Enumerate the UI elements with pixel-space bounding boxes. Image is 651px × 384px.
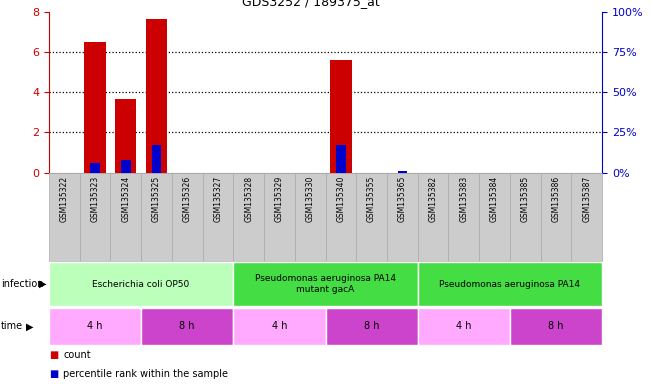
Text: infection: infection	[1, 279, 43, 289]
Bar	[510, 173, 541, 261]
Bar	[326, 173, 356, 261]
Text: time: time	[1, 321, 23, 331]
Text: GSM135325: GSM135325	[152, 175, 161, 222]
Bar	[233, 262, 418, 306]
Text: GSM135387: GSM135387	[582, 175, 591, 222]
Bar	[49, 262, 233, 306]
Text: GSM135384: GSM135384	[490, 175, 499, 222]
Bar	[326, 308, 418, 345]
Bar	[121, 160, 130, 173]
Text: GSM135327: GSM135327	[214, 175, 223, 222]
Text: ■: ■	[49, 350, 58, 360]
Text: GSM135355: GSM135355	[367, 175, 376, 222]
Bar	[152, 146, 161, 173]
Text: 8 h: 8 h	[364, 321, 380, 331]
Bar	[336, 146, 346, 173]
Bar	[418, 173, 449, 261]
Bar	[479, 173, 510, 261]
Text: GSM135322: GSM135322	[60, 175, 69, 222]
Text: GSM135386: GSM135386	[551, 175, 561, 222]
Bar	[398, 171, 407, 173]
Text: GSM135385: GSM135385	[521, 175, 530, 222]
Text: GSM135383: GSM135383	[460, 175, 468, 222]
Bar	[233, 308, 326, 345]
Text: percentile rank within the sample: percentile rank within the sample	[63, 369, 228, 379]
Text: GSM135330: GSM135330	[305, 175, 314, 222]
Text: GSM135365: GSM135365	[398, 175, 407, 222]
Bar	[449, 173, 479, 261]
Bar	[79, 173, 110, 261]
Bar	[141, 308, 233, 345]
Text: ▶: ▶	[26, 321, 34, 331]
Text: ▶: ▶	[39, 279, 47, 289]
Text: GDS3252 / 189375_at: GDS3252 / 189375_at	[242, 0, 380, 8]
Bar	[90, 163, 100, 173]
Bar	[49, 308, 141, 345]
Text: 4 h: 4 h	[456, 321, 471, 331]
Text: GSM135382: GSM135382	[428, 175, 437, 222]
Text: count: count	[63, 350, 90, 360]
Text: GSM135328: GSM135328	[244, 175, 253, 222]
Bar	[510, 308, 602, 345]
Text: 4 h: 4 h	[271, 321, 287, 331]
Bar	[49, 173, 79, 261]
Bar	[330, 60, 352, 173]
Text: Pseudomonas aeruginosa PA14: Pseudomonas aeruginosa PA14	[439, 280, 581, 289]
Text: 8 h: 8 h	[180, 321, 195, 331]
Text: GSM135326: GSM135326	[183, 175, 191, 222]
Bar	[356, 173, 387, 261]
Bar	[115, 99, 137, 173]
Text: GSM135329: GSM135329	[275, 175, 284, 222]
Bar	[295, 173, 326, 261]
Bar	[172, 173, 202, 261]
Bar	[418, 262, 602, 306]
Bar	[541, 173, 572, 261]
Bar	[387, 173, 418, 261]
Text: 8 h: 8 h	[548, 321, 564, 331]
Bar	[418, 308, 510, 345]
Bar	[141, 173, 172, 261]
Bar	[84, 42, 105, 173]
Bar	[233, 173, 264, 261]
Text: ■: ■	[49, 369, 58, 379]
Text: GSM135324: GSM135324	[121, 175, 130, 222]
Bar	[146, 18, 167, 173]
Bar	[264, 173, 295, 261]
Bar	[110, 173, 141, 261]
Text: GSM135340: GSM135340	[337, 175, 346, 222]
Bar	[202, 173, 233, 261]
Text: GSM135323: GSM135323	[90, 175, 100, 222]
Text: 4 h: 4 h	[87, 321, 103, 331]
Bar	[572, 173, 602, 261]
Text: Escherichia coli OP50: Escherichia coli OP50	[92, 280, 189, 289]
Text: Pseudomonas aeruginosa PA14
mutant gacA: Pseudomonas aeruginosa PA14 mutant gacA	[255, 275, 396, 294]
